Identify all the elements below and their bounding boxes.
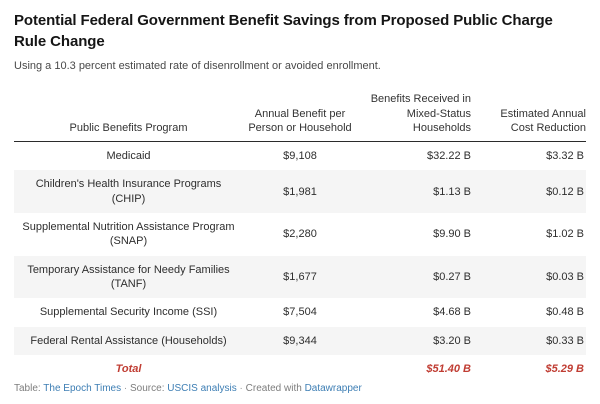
column-header-benefits-received: Benefits Received in Mixed-Status Househ… [357, 84, 471, 143]
cell-program: Supplemental Nutrition Assistance Progra… [22, 221, 235, 248]
benefits-table: Public Benefits Program Annual Benefit p… [14, 84, 586, 383]
cell-annual-benefit: $7,504 [283, 306, 317, 319]
cell-total-label: Total [115, 362, 142, 375]
cell-total-annual-benefit [243, 355, 357, 383]
table-row-medicaid: Medicaid $9,108 $32.22 B $3.32 B [14, 142, 586, 171]
table-row-federal-rental: Federal Rental Assistance (Households) $… [14, 326, 586, 355]
header-row: Public Benefits Program Annual Benefit p… [14, 84, 586, 143]
source-link[interactable]: USCIS analysis [167, 383, 237, 394]
cell-benefits-received: $32.22 B [426, 150, 471, 163]
cell-total-benefits-received: $51.40 B [426, 362, 471, 375]
table-row-ssi: Supplemental Security Income (SSI) $7,50… [14, 298, 586, 326]
cell-total-cost-reduction: $5.29 B [545, 362, 584, 375]
column-header-annual-benefit: Annual Benefit per Person or Household [243, 84, 357, 143]
cell-cost-reduction: $3.32 B [546, 150, 584, 163]
footer-separator: · [123, 383, 128, 394]
created-with-label: Created with [245, 383, 302, 394]
table-row-snap: Supplemental Nutrition Assistance Progra… [14, 213, 586, 256]
cell-program: Children's Health Insurance Programs (CH… [35, 178, 222, 205]
cell-benefits-received: $4.68 B [433, 306, 471, 319]
table-row-tanf: Temporary Assistance for Needy Families … [14, 255, 586, 299]
datawrapper-link[interactable]: Datawrapper [304, 383, 362, 394]
cell-benefits-received: $0.27 B [433, 270, 471, 283]
cell-annual-benefit: $9,344 [283, 334, 317, 347]
cell-cost-reduction: $0.12 B [546, 185, 584, 198]
cell-cost-reduction: $0.48 B [546, 306, 584, 319]
table-credit-label: Table: [14, 383, 41, 394]
cell-program: Medicaid [106, 150, 151, 163]
page-title: Potential Federal Government Benefit Sav… [14, 12, 553, 50]
cell-program: Supplemental Security Income (SSI) [39, 306, 218, 319]
cell-benefits-received: $3.20 B [433, 334, 471, 347]
cell-cost-reduction: $0.03 B [546, 270, 584, 283]
column-header-program: Public Benefits Program [14, 84, 243, 143]
cell-benefits-received: $1.13 B [433, 185, 471, 198]
cell-cost-reduction: $0.33 B [546, 334, 584, 347]
cell-benefits-received: $9.90 B [433, 228, 471, 241]
column-header-cost-reduction: Estimated Annual Cost Reduction [471, 84, 586, 143]
table-row-chip: Children's Health Insurance Programs (CH… [14, 170, 586, 214]
cell-annual-benefit: $9,108 [283, 150, 317, 163]
source-label: Source: [130, 383, 165, 394]
cell-annual-benefit: $1,981 [283, 185, 317, 198]
table-row-total: Total $51.40 B $5.29 B [14, 355, 586, 383]
cell-cost-reduction: $1.02 B [546, 228, 584, 241]
footer-separator: · [239, 383, 243, 394]
cell-annual-benefit: $2,280 [283, 228, 317, 241]
table-credit-link[interactable]: The Epoch Times [43, 383, 122, 394]
cell-program: Temporary Assistance for Needy Families … [27, 263, 230, 290]
attribution-footer: Table: The Epoch Times · Source: USCIS a… [14, 382, 362, 395]
cell-annual-benefit: $1,677 [283, 270, 317, 283]
cell-program: Federal Rental Assistance (Households) [30, 334, 227, 347]
page-subtitle: Using a 10.3 percent estimated rate of d… [14, 60, 381, 72]
